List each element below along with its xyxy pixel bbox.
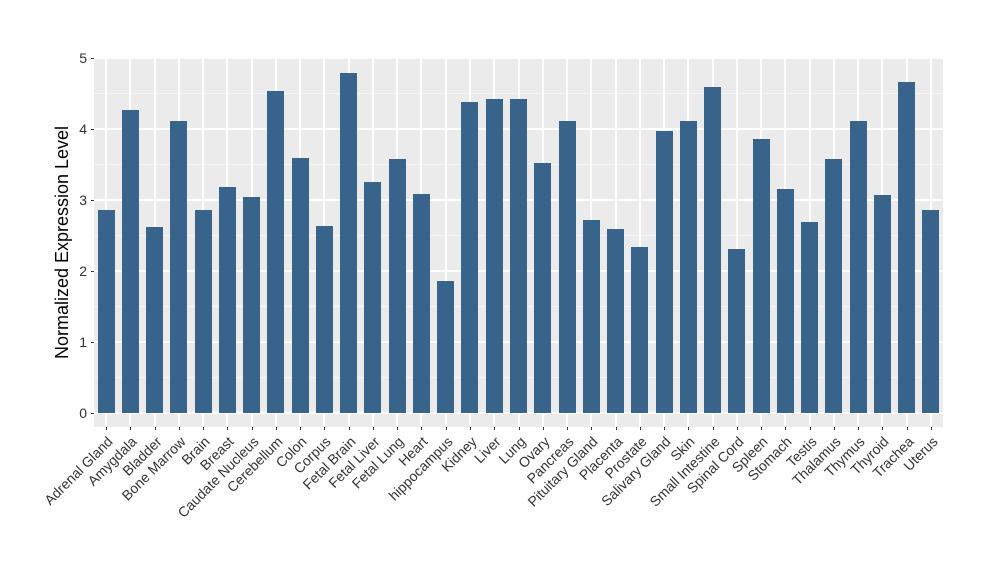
x-tick-mark xyxy=(591,427,593,430)
bar-liver xyxy=(485,98,503,413)
x-tick-mark xyxy=(930,427,932,430)
x-tick-mark xyxy=(785,427,787,430)
bar-kidney xyxy=(461,101,479,413)
y-tick-label-1: 1 xyxy=(79,333,87,350)
x-tick-mark xyxy=(251,427,253,430)
x-tick-mark xyxy=(518,427,520,430)
x-tick-mark xyxy=(906,427,908,430)
bar-colon xyxy=(291,158,309,413)
y-tick-label-3: 3 xyxy=(79,191,87,208)
bar-salivary-gland xyxy=(655,130,673,413)
gridline-major-x xyxy=(735,57,738,427)
bar-corpus xyxy=(315,226,333,413)
x-tick-mark xyxy=(858,427,860,430)
x-tick-mark xyxy=(664,427,666,430)
bar-fetal-brain xyxy=(340,73,358,413)
bar-trachea xyxy=(898,82,916,413)
bar-heart xyxy=(412,194,430,413)
bar-pituitary-gland xyxy=(582,220,600,413)
x-tick-mark xyxy=(542,427,544,430)
x-tick-mark xyxy=(106,427,108,430)
bar-prostate xyxy=(631,247,649,413)
y-tick-mark xyxy=(91,57,94,59)
y-tick-mark xyxy=(91,199,94,201)
x-tick-mark xyxy=(300,427,302,430)
x-tick-mark xyxy=(494,427,496,430)
bar-uterus xyxy=(922,209,940,413)
x-tick-mark xyxy=(688,427,690,430)
x-tick-mark xyxy=(615,427,617,430)
x-tick-mark xyxy=(761,427,763,430)
y-axis-title: Normalized Expression Level xyxy=(46,57,80,427)
gridline-major-x xyxy=(444,57,447,427)
x-tick-mark xyxy=(421,427,423,430)
plot-panel xyxy=(94,56,943,427)
gridline-major-x xyxy=(638,57,641,427)
bar-lung xyxy=(510,98,527,413)
y-tick-label-2: 2 xyxy=(79,262,87,279)
bar-pancreas xyxy=(558,121,576,413)
bar-skin xyxy=(679,121,697,413)
bar-spleen xyxy=(752,139,770,413)
bar-fetal-lung xyxy=(388,159,406,413)
y-tick-label-0: 0 xyxy=(79,405,87,421)
bar-thyroid xyxy=(873,194,891,413)
x-tick-mark xyxy=(567,427,568,430)
x-tick-mark xyxy=(712,427,714,430)
x-tick-mark xyxy=(736,427,738,430)
bar-testis xyxy=(801,222,819,413)
y-axis-title-text: Normalized Expression Level xyxy=(52,125,73,359)
bar-ovary xyxy=(534,163,552,413)
x-tick-mark xyxy=(203,427,205,430)
x-tick-mark xyxy=(809,427,811,430)
y-tick-label-4: 4 xyxy=(79,120,87,137)
bar-spinal-cord xyxy=(728,248,746,413)
bar-brain xyxy=(194,209,212,413)
bar-caudate-nucleus xyxy=(243,196,261,413)
bar-cerebellum xyxy=(267,90,285,413)
x-tick-mark xyxy=(445,427,447,430)
x-tick-mark xyxy=(154,427,156,430)
y-tick-mark xyxy=(91,413,94,414)
y-tick-label-5: 5 xyxy=(79,49,87,66)
y-tick-mark xyxy=(91,341,94,343)
bar-thymus xyxy=(849,121,867,413)
bar-bone-marrow xyxy=(170,120,188,413)
bar-small-intestine xyxy=(704,87,722,413)
y-tick-mark xyxy=(91,270,94,272)
x-tick-mark xyxy=(833,427,835,430)
bar-fetal-liver xyxy=(364,181,382,413)
x-tick-mark xyxy=(130,427,132,430)
bar-hippocampus xyxy=(437,280,455,413)
bar-placenta xyxy=(607,228,625,413)
x-tick-mark xyxy=(227,427,229,430)
x-tick-mark xyxy=(469,427,471,430)
x-tick-mark xyxy=(882,427,884,430)
x-tick-mark xyxy=(275,427,277,430)
x-tick-mark xyxy=(397,427,399,430)
x-tick-mark xyxy=(324,427,326,430)
x-tick-mark xyxy=(372,427,374,430)
x-tick-mark xyxy=(639,427,641,430)
bar-thalamus xyxy=(825,159,843,413)
x-tick-mark xyxy=(178,427,180,430)
bar-bladder xyxy=(146,226,164,413)
y-tick-mark xyxy=(91,128,94,130)
bar-adrenal-gland xyxy=(97,209,115,413)
bar-stomach xyxy=(776,189,794,413)
x-tick-mark xyxy=(348,427,350,430)
bar-amygdala xyxy=(121,110,139,413)
bar-breast xyxy=(218,186,236,413)
